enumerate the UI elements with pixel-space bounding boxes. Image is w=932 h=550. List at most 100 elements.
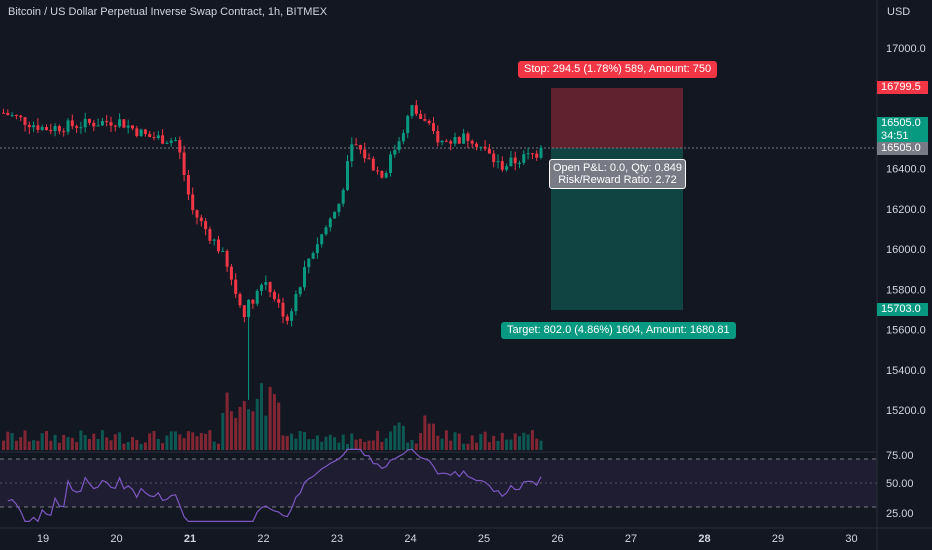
volume-bar [285,436,289,450]
volume-bar [449,440,453,450]
candle-body [126,125,130,128]
rsi-axis[interactable]: 75.00 50.00 25.00 [886,450,914,520]
last-price-value: 16505.0 [881,117,921,129]
candle-body [57,126,61,132]
candle-body [522,154,526,164]
time-axis[interactable]: 19 20 21 22 23 24 25 26 27 28 29 30 [37,533,858,545]
target-label[interactable]: Target: 802.0 (4.86%) 1604, Amount: 1680… [501,322,736,339]
candle-body [496,161,500,163]
candle-body [419,113,423,120]
volume-bar [221,413,225,450]
time-tick-label: 20 [110,533,122,545]
candle-body [36,125,40,130]
candle-body [234,279,238,294]
candle-body [178,139,182,153]
candle-body [53,126,57,131]
candle-body [268,282,272,293]
volume-bar [436,435,440,450]
volume-bar [96,438,100,450]
candle-body [118,119,122,127]
volume-bar [500,432,504,450]
candle-body [307,258,311,268]
candle-body [6,112,10,116]
candle-body [285,316,289,321]
rsi-line [7,448,542,523]
volume-bar [324,436,328,450]
candle-body [311,253,315,259]
candle-body [346,161,349,190]
candle-body [333,211,337,219]
time-tick-label: 25 [478,533,490,545]
volume-bar [290,433,294,450]
volume-bar [294,438,298,450]
volume-bar [272,394,276,450]
volume-bar [320,441,324,450]
volume-bar [169,431,173,450]
candle-body [229,266,233,280]
candle-body [131,125,134,129]
currency-label: USD [887,6,911,18]
volume-bar [432,423,435,450]
stop-label[interactable]: Stop: 294.5 (1.78%) 589, Amount: 750 [518,61,718,78]
candle-body [380,170,384,178]
chart-title: Bitcoin / US Dollar Perpetual Inverse Sw… [8,6,328,18]
volume-bar [337,442,341,450]
candle-body [367,158,371,160]
candle-body [49,130,53,132]
candle-body [199,217,203,222]
volume-bar [264,415,268,450]
rsi-tick-label: 25.00 [886,508,914,520]
volume-bar [260,383,263,450]
candle-body [264,282,268,285]
candle-body [122,119,126,128]
candle-body [350,144,354,162]
rsi-tick-label: 75.00 [886,450,914,462]
volume-bar [419,432,423,450]
volume-bar [466,443,470,450]
volume-bar [470,435,474,450]
volume-bar [277,402,281,450]
candle-body [113,125,117,127]
volume-bar [229,411,233,450]
candle-body [14,114,18,116]
volume-bar [371,440,375,450]
volume-bar [255,398,259,450]
volume-bar [217,443,220,450]
volume-bar [27,441,31,450]
volume-bar [40,433,44,450]
volume-bar [174,431,177,450]
candle-body [414,105,418,114]
volume-bar [505,439,509,450]
candle-body [217,239,220,252]
stop-zone[interactable] [551,88,683,148]
volume-bar [251,411,255,450]
pnl-text: Open P&L: 0.0, Qty: 0.849 [553,162,683,174]
volume-bar [135,439,139,450]
volume-bar [363,441,367,450]
candle-body [500,161,504,170]
candle-body [212,239,216,241]
volume-bar [161,443,165,450]
entry-price-tag: 16505.0 [877,142,928,155]
volume-bar [165,435,169,450]
volume-bar [539,440,543,450]
pnl-box[interactable]: Open P&L: 0.0, Qty: 0.849 Risk/Reward Ra… [549,159,686,189]
candle-body [105,121,109,123]
candle-body [303,267,306,288]
candle-body [70,120,74,127]
candle-body [242,305,246,318]
volume-bar [526,434,530,450]
candle-body [479,146,483,148]
candle-body [247,299,251,318]
volume-bar [234,417,238,450]
volume-bar [156,438,160,450]
candle-body [530,153,534,155]
volume-bar [49,440,53,450]
candle-body [251,299,255,304]
candle-body [298,287,302,295]
price-tick-label: 16200.0 [886,204,926,216]
price-tick-label: 16400.0 [886,164,926,176]
volume-bar [23,430,27,450]
